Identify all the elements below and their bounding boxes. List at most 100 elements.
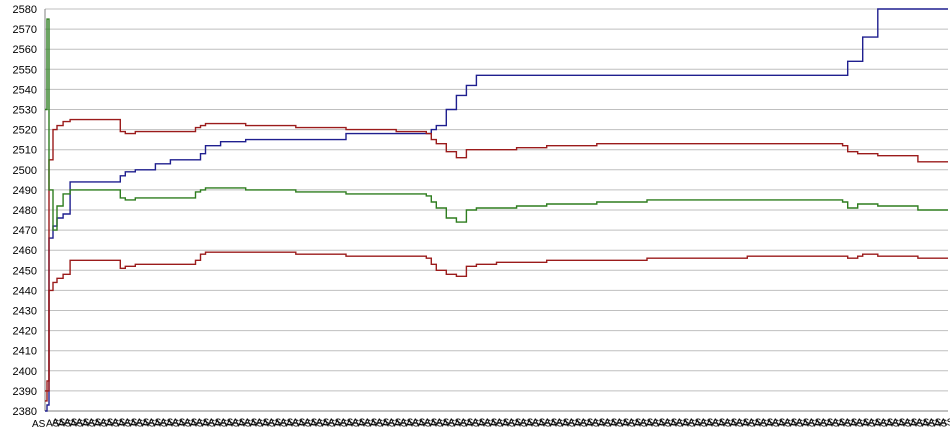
y-tick-label: 2420 (13, 326, 37, 338)
x-tick-label: AS (430, 419, 444, 430)
x-tick-label: AS (250, 419, 264, 430)
x-tick-label: AS (736, 418, 750, 429)
x-tick-label: AS (424, 418, 438, 429)
x-tick-label: AS (202, 419, 216, 430)
x-tick-label: AS (556, 418, 570, 429)
x-tick-label: AS (514, 419, 528, 430)
x-tick-label: AS (454, 419, 468, 430)
y-tick-label: 2430 (13, 306, 37, 318)
x-tick-label: AS (550, 419, 564, 430)
x-tick-label: AS (58, 419, 72, 430)
x-tick-label: AS (268, 418, 282, 429)
x-tick-label: AS (598, 419, 612, 430)
x-tick-label: AS (328, 418, 342, 429)
x-tick-label: AS (826, 419, 840, 430)
x-tick-label: AS (868, 418, 882, 429)
x-tick-label: AS (358, 419, 372, 430)
x-tick-label: AS (508, 418, 522, 429)
x-tick-label: AS (544, 418, 558, 429)
y-tick-label: 2450 (13, 265, 37, 277)
x-tick-label: AS (280, 418, 294, 429)
y-tick-label: 2560 (13, 44, 37, 56)
x-tick-label: AS (670, 419, 684, 430)
y-tick-label: 2470 (13, 225, 37, 237)
x-tick-label: AS (112, 418, 126, 429)
x-tick-label: AS (790, 419, 804, 430)
x-tick-label: AS (166, 419, 180, 430)
x-tick-label: AS (298, 419, 312, 430)
x-tick-label: AS (580, 418, 594, 429)
x-tick-label: AS (658, 419, 672, 430)
x-tick-label: AS (928, 418, 942, 429)
x-tick-label: AS (484, 418, 498, 429)
x-tick-label: AS (436, 418, 450, 429)
x-tick-label: AS (52, 418, 66, 429)
x-tick-label: AS (382, 419, 396, 430)
x-tick-label: AS (616, 418, 630, 429)
x-tick-label: AS (232, 418, 246, 429)
x-tick-label: AS (190, 419, 204, 430)
y-tick-label: 2460 (13, 245, 37, 257)
x-tick-label: AS (172, 418, 186, 429)
x-tick-label: AS (136, 418, 150, 429)
x-tick-label: AS (808, 418, 822, 429)
y-tick-label: 2530 (13, 105, 37, 117)
x-tick-label: AS (538, 419, 552, 430)
y-tick-label: 2480 (13, 205, 37, 217)
x-tick-label: AS (712, 418, 726, 429)
series-line-4 (45, 251, 948, 402)
x-tick-label: AS (496, 418, 510, 429)
x-tick-label: AS (754, 419, 768, 430)
x-tick-label: AS (850, 419, 864, 430)
x-tick-label: AS (148, 418, 162, 429)
x-tick-label: AS (742, 419, 756, 430)
x-tick-label: AS (142, 419, 156, 430)
x-tick-label: AS (310, 419, 324, 430)
series-line-2 (45, 118, 948, 392)
y-tick-label: 2570 (13, 24, 37, 36)
x-tick-label: AS (886, 419, 900, 430)
y-tick-label: 2400 (13, 366, 37, 378)
x-tick-label: AS (370, 419, 384, 430)
x-tick-label: AS (730, 419, 744, 430)
x-tick-label: AS (802, 419, 816, 430)
x-tick-label: AS (418, 419, 432, 430)
y-tick-label: 2410 (13, 346, 37, 358)
x-tick-label: AS (646, 419, 660, 430)
x-tick-label: AS (334, 419, 348, 430)
x-tick-label: AS (844, 418, 858, 429)
x-tick-label: AS (796, 418, 810, 429)
x-tick-label: AS (340, 418, 354, 429)
x-tick-label: AS (106, 419, 120, 430)
x-tick-label: AS (154, 419, 168, 430)
x-tick-label: AS (724, 418, 738, 429)
y-tick-label: 2510 (13, 145, 37, 157)
x-tick-label: AS (346, 419, 360, 430)
x-tick-label: AS (292, 418, 306, 429)
x-tick-label: AS (406, 419, 420, 430)
gridlines (45, 8, 948, 412)
x-tick-label: AS (364, 418, 378, 429)
x-tick-label: AS (214, 419, 228, 430)
x-tick-label: AS (706, 419, 720, 430)
x-tick-label: AS (682, 419, 696, 430)
x-tick-label: AS (208, 418, 222, 429)
x-tick-label: AS (568, 418, 582, 429)
x-tick-label: AS (46, 419, 60, 430)
series-line-1 (45, 8, 948, 412)
x-tick-label: AS (604, 418, 618, 429)
x-tick-label: AS (88, 418, 102, 429)
x-tick-label: AS (940, 418, 950, 429)
x-tick-label: AS (130, 419, 144, 430)
x-tick-label: AS (784, 418, 798, 429)
x-tick-label: AS (394, 419, 408, 430)
x-tick-label: AS (466, 419, 480, 430)
x-tick-label: AS (412, 418, 426, 429)
x-tick-label: AS (304, 418, 318, 429)
y-tick-label: 2390 (13, 386, 37, 398)
x-tick-label: AS (490, 419, 504, 430)
x-tick-label: AS (772, 418, 786, 429)
x-tick-label: AS (244, 418, 258, 429)
x-tick-label: AS (628, 418, 642, 429)
